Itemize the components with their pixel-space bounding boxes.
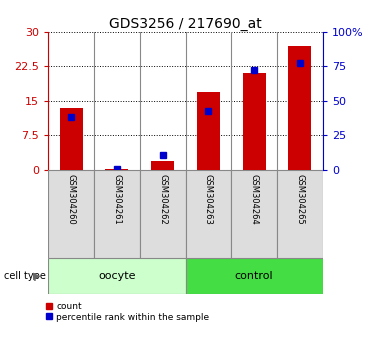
Bar: [60, 108, 82, 170]
Bar: [48, 170, 94, 258]
Text: GSM304260: GSM304260: [67, 174, 76, 225]
Bar: [48, 258, 186, 294]
Text: GSM304262: GSM304262: [158, 174, 167, 225]
Text: control: control: [235, 271, 273, 281]
Bar: [151, 161, 174, 170]
Text: ▶: ▶: [33, 271, 41, 281]
Bar: [197, 92, 220, 170]
Bar: [186, 170, 231, 258]
Bar: [277, 170, 323, 258]
Text: GSM304264: GSM304264: [250, 174, 259, 225]
Text: GSM304263: GSM304263: [204, 174, 213, 225]
Title: GDS3256 / 217690_at: GDS3256 / 217690_at: [109, 17, 262, 31]
Text: GSM304265: GSM304265: [295, 174, 304, 225]
Text: GSM304261: GSM304261: [112, 174, 121, 225]
Bar: [231, 170, 277, 258]
Bar: [140, 170, 186, 258]
Bar: [186, 258, 323, 294]
Bar: [94, 170, 140, 258]
Legend: count, percentile rank within the sample: count, percentile rank within the sample: [45, 302, 209, 322]
Text: cell type: cell type: [4, 271, 46, 281]
Bar: [243, 73, 266, 170]
Text: oocyte: oocyte: [98, 271, 136, 281]
Bar: [289, 46, 311, 170]
